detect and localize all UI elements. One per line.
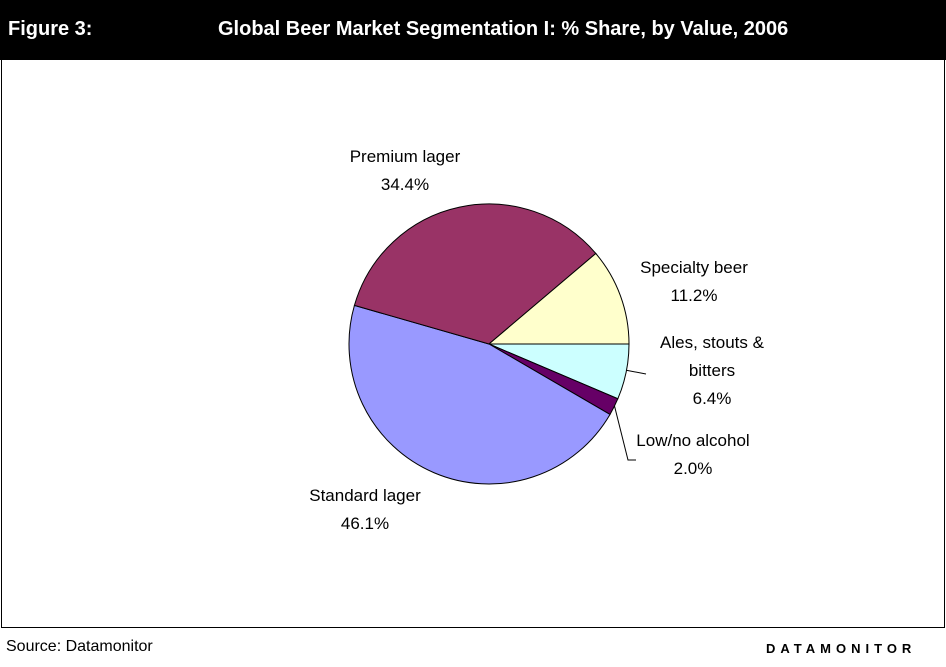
- value-label: 34.4%: [380, 175, 430, 194]
- chart-title: Global Beer Market Segmentation I: % Sha…: [218, 18, 789, 40]
- category-label: Ales, stouts & bitters: [660, 333, 764, 380]
- category-label: Premium lager: [349, 147, 461, 166]
- brand: DATAMONITOR: [766, 641, 917, 656]
- category-label: Standard lager: [309, 486, 421, 505]
- slice-label: Standard lager 46.1%: [270, 482, 460, 538]
- figure-number: Figure 3:: [8, 18, 93, 40]
- leader-line: [624, 369, 647, 375]
- category-label: Specialty beer: [640, 258, 748, 277]
- category-label: Low/no alcohol: [636, 431, 750, 450]
- slice-label: Premium lager 34.4%: [310, 143, 500, 199]
- value-label: 2.0%: [673, 459, 713, 478]
- pie-slice: [348, 304, 611, 485]
- chart-box: [1, 60, 945, 628]
- leader-line: [612, 399, 636, 461]
- value-label: 46.1%: [340, 514, 390, 533]
- pie-slice: [487, 252, 630, 345]
- header-bar: Figure 3: Global Beer Market Segmentatio…: [0, 0, 946, 60]
- slice-label: Ales, stouts & bitters 6.4%: [632, 329, 792, 413]
- slice-label: Low/no alcohol 2.0%: [613, 427, 773, 483]
- pie-slice: [353, 203, 597, 345]
- value-label: 11.2%: [670, 286, 718, 305]
- value-label: 6.4%: [692, 389, 732, 408]
- slice-label: Specialty beer 11.2%: [614, 254, 774, 310]
- source-note: Source: Datamonitor: [6, 638, 153, 655]
